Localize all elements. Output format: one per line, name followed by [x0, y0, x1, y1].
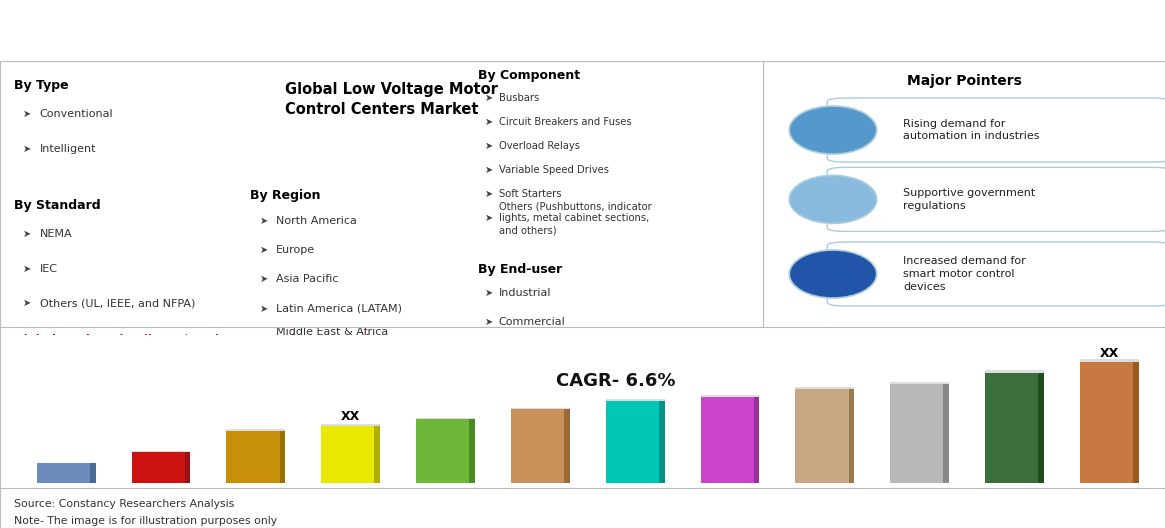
Bar: [322, 426, 380, 483]
Text: XX: XX: [1100, 347, 1118, 360]
Text: ➤: ➤: [485, 288, 493, 298]
Text: ➤: ➤: [260, 216, 268, 225]
Bar: [374, 426, 380, 483]
Bar: [226, 431, 285, 483]
Bar: [564, 409, 570, 483]
Bar: [606, 399, 664, 401]
Text: Rising demand for
automation in industries: Rising demand for automation in industri…: [903, 119, 1039, 142]
Text: ➤: ➤: [23, 144, 31, 154]
Bar: [944, 384, 949, 483]
Text: Busbars: Busbars: [499, 93, 539, 103]
Bar: [469, 419, 475, 483]
Text: Asia Pacific: Asia Pacific: [276, 275, 339, 285]
Bar: [659, 401, 664, 483]
Bar: [511, 409, 570, 483]
Text: Global Low Voltage Motor Control Centers Market: Overview: Global Low Voltage Motor Control Centers…: [14, 23, 652, 42]
Text: By Region: By Region: [250, 188, 322, 202]
Bar: [1080, 359, 1138, 362]
Text: Circuit Breakers and Fuses: Circuit Breakers and Fuses: [499, 117, 631, 127]
Bar: [322, 424, 380, 426]
FancyBboxPatch shape: [827, 242, 1165, 306]
Text: ➤: ➤: [260, 245, 268, 255]
Text: Source: Constancy Researchers Analysis: Source: Constancy Researchers Analysis: [14, 499, 234, 510]
Text: Note- The image is for illustration purposes only: Note- The image is for illustration purp…: [14, 516, 277, 526]
Text: ➤: ➤: [260, 275, 268, 285]
Text: ➤: ➤: [485, 189, 493, 199]
Bar: [37, 463, 96, 483]
Text: Intelligent: Intelligent: [40, 144, 96, 154]
Text: NEMA: NEMA: [40, 229, 72, 239]
Bar: [754, 397, 760, 483]
Bar: [700, 397, 760, 483]
FancyBboxPatch shape: [827, 98, 1165, 162]
Text: By Component: By Component: [478, 69, 580, 82]
Text: XX: XX: [341, 410, 360, 423]
Ellipse shape: [790, 106, 877, 154]
Text: ➤: ➤: [485, 93, 493, 103]
Text: ➤: ➤: [23, 229, 31, 239]
Text: ➤: ➤: [23, 109, 31, 119]
Text: ➤: ➤: [485, 213, 493, 223]
Text: Others (UL, IEEE, and NFPA): Others (UL, IEEE, and NFPA): [40, 298, 195, 308]
Text: ➤: ➤: [23, 298, 31, 308]
Text: By Standard: By Standard: [14, 200, 100, 212]
Bar: [796, 387, 854, 390]
Text: Overload Relays: Overload Relays: [499, 141, 580, 151]
Bar: [1038, 373, 1044, 483]
Bar: [1080, 362, 1138, 483]
Ellipse shape: [790, 250, 877, 298]
Bar: [986, 373, 1044, 483]
Text: ➤: ➤: [260, 333, 268, 343]
Text: Europe: Europe: [276, 245, 316, 255]
Text: ➤: ➤: [485, 317, 493, 327]
Text: Global Market Size (in US$ Mn), Forecast (2017-2028): Global Market Size (in US$ Mn), Forecast…: [14, 334, 370, 347]
Bar: [606, 401, 664, 483]
Text: ➤: ➤: [23, 263, 31, 274]
Bar: [90, 463, 96, 483]
Bar: [416, 418, 475, 419]
Bar: [185, 452, 190, 483]
Text: Commercial: Commercial: [499, 317, 565, 327]
Text: ➤: ➤: [260, 304, 268, 314]
Text: Supportive government
regulations: Supportive government regulations: [903, 188, 1036, 211]
Text: Soft Starters: Soft Starters: [499, 189, 562, 199]
Text: ➤: ➤: [485, 117, 493, 127]
Bar: [986, 371, 1044, 373]
Bar: [226, 429, 285, 431]
Text: Middle East & Africa
(MEA): Middle East & Africa (MEA): [276, 327, 388, 349]
Bar: [416, 419, 475, 483]
Text: Industrial: Industrial: [499, 288, 551, 298]
FancyBboxPatch shape: [827, 167, 1165, 231]
Text: Others (Pushbuttons, indicator
lights, metal cabinet sections,
and others): Others (Pushbuttons, indicator lights, m…: [499, 201, 651, 235]
Text: Conventional: Conventional: [40, 109, 113, 119]
Bar: [511, 408, 570, 409]
Bar: [796, 390, 854, 483]
Bar: [890, 384, 949, 483]
Text: Variable Speed Drives: Variable Speed Drives: [499, 165, 608, 175]
Text: ➤: ➤: [485, 141, 493, 151]
Text: Latin America (LATAM): Latin America (LATAM): [276, 304, 402, 314]
Text: By Type: By Type: [14, 79, 69, 92]
Bar: [132, 451, 190, 452]
Text: By End-user: By End-user: [478, 263, 562, 276]
Bar: [1134, 362, 1138, 483]
Bar: [890, 382, 949, 384]
Text: IEC: IEC: [40, 263, 57, 274]
Text: CAGR- 6.6%: CAGR- 6.6%: [557, 372, 676, 390]
Ellipse shape: [790, 175, 877, 223]
Bar: [848, 390, 854, 483]
Text: Major Pointers: Major Pointers: [906, 74, 1022, 88]
Bar: [280, 431, 285, 483]
Text: North America: North America: [276, 216, 356, 225]
Bar: [132, 452, 190, 483]
Bar: [700, 395, 760, 397]
Text: Increased demand for
smart motor control
devices: Increased demand for smart motor control…: [903, 256, 1025, 292]
Text: Global Low Voltage Motor
Control Centers Market: Global Low Voltage Motor Control Centers…: [285, 82, 499, 117]
Text: ➤: ➤: [485, 165, 493, 175]
